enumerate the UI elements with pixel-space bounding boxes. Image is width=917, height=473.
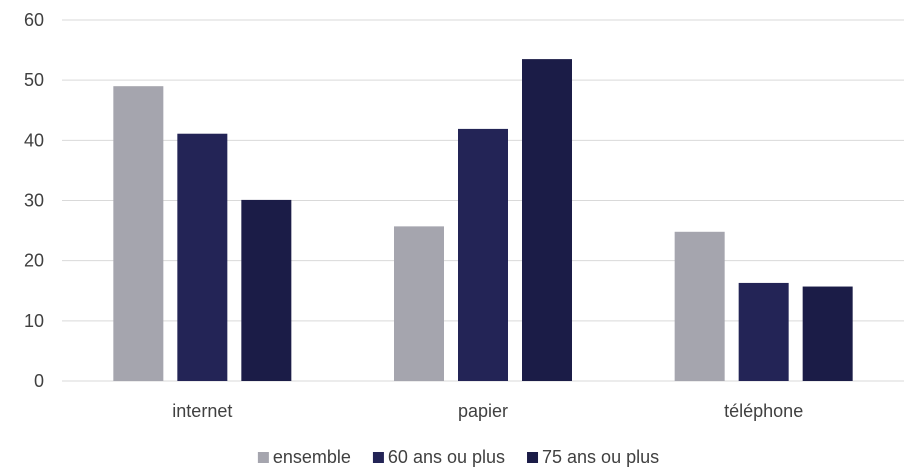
y-tick-label: 60 — [24, 10, 44, 30]
bar-téléphone-60-ans-ou-plus — [738, 282, 789, 381]
bars — [113, 59, 853, 381]
bar-papier-60-ans-ou-plus — [458, 128, 508, 381]
x-axis-tick-labels: internet papier téléphone — [172, 401, 803, 421]
y-tick-label: 10 — [24, 311, 44, 331]
legend-swatch — [372, 452, 384, 463]
legend: ensemble 60 ans ou plus 75 ans ou plus — [257, 447, 659, 467]
y-tick-label: 20 — [24, 251, 44, 271]
x-tick-label: papier — [458, 401, 508, 421]
legend-item-75-ans-ou-plus: 75 ans ou plus — [527, 447, 659, 467]
y-tick-label: 50 — [24, 70, 44, 90]
y-axis-tick-labels: 0 10 20 30 40 50 60 — [24, 10, 44, 391]
bar-téléphone-ensemble — [674, 231, 725, 381]
x-tick-label: internet — [172, 401, 232, 421]
bar-internet-60-ans-ou-plus — [177, 133, 228, 381]
y-tick-label: 0 — [34, 371, 44, 391]
bar-papier-75-ans-ou-plus — [522, 59, 572, 381]
bar-internet-ensemble — [113, 86, 164, 381]
legend-swatch — [257, 452, 269, 463]
legend-label: 75 ans ou plus — [542, 447, 659, 467]
legend-item-ensemble: ensemble — [257, 447, 351, 467]
bar-téléphone-75-ans-ou-plus — [802, 286, 853, 381]
legend-item-60-ans-ou-plus: 60 ans ou plus — [372, 447, 505, 467]
x-tick-label: téléphone — [724, 401, 803, 421]
y-tick-label: 30 — [24, 191, 44, 211]
legend-swatch — [527, 452, 539, 463]
bar-internet-75-ans-ou-plus — [241, 199, 292, 381]
bar-papier-ensemble — [394, 226, 444, 381]
legend-label: 60 ans ou plus — [388, 447, 505, 467]
y-tick-label: 40 — [24, 130, 44, 150]
legend-label: ensemble — [273, 447, 351, 467]
